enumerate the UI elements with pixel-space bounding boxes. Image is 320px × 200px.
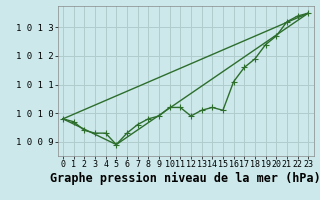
X-axis label: Graphe pression niveau de la mer (hPa): Graphe pression niveau de la mer (hPa) — [50, 172, 320, 185]
